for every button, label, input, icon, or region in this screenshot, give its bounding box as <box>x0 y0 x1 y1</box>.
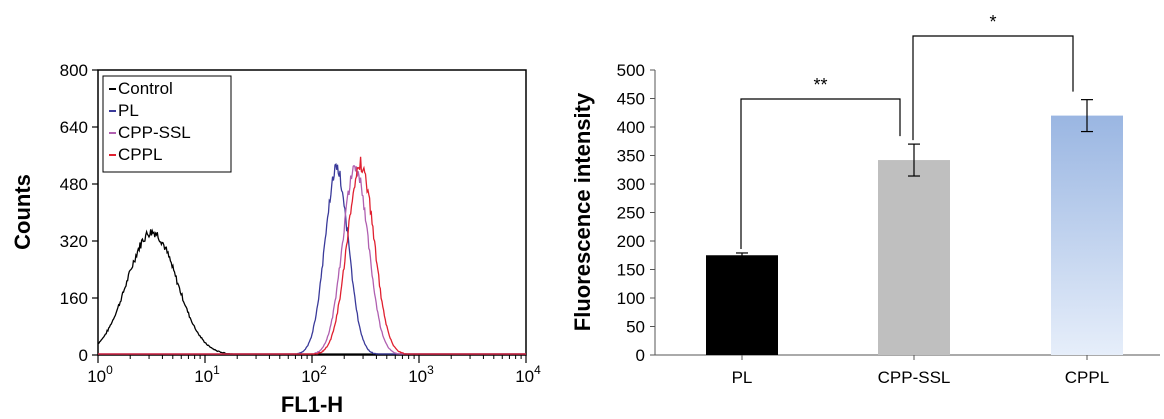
bar-y-tick-label: 400 <box>617 118 645 137</box>
bar-y-tick-label: 300 <box>617 175 645 194</box>
hist-y-tick-label: 160 <box>60 289 88 308</box>
hist-x-tick-base: 10 <box>515 367 534 386</box>
hist-y-axis-title: Counts <box>10 174 35 250</box>
bar-significance: *** <box>740 12 1074 249</box>
hist-y-tick-label: 0 <box>79 346 88 365</box>
bar-y-tick-label: 250 <box>617 204 645 223</box>
bar-y-tick-label: 500 <box>617 61 645 80</box>
bar-y-tick-label: 0 <box>636 346 645 365</box>
bar-cppl <box>1051 115 1123 355</box>
hist-curve-pl <box>98 162 526 355</box>
hist-x-tick-label: 100 <box>87 363 113 386</box>
hist-x-tick-label: 104 <box>515 363 541 386</box>
hist-x-tick-label: 103 <box>408 363 434 386</box>
bar-x-tick-label: PL <box>732 368 753 387</box>
hist-curves <box>97 156 526 355</box>
hist-legend: Control PL CPP-SSL CPPL <box>102 75 232 173</box>
hist-x-axis-title: FL1-H <box>281 392 343 417</box>
significance-label: ** <box>813 75 827 95</box>
hist-x-tick-exponent: 1 <box>213 363 220 377</box>
hist-x-tick-label: 102 <box>301 363 327 386</box>
hist-x-tick-base: 10 <box>301 367 320 386</box>
bar-y-tick-label: 100 <box>617 289 645 308</box>
hist-x-tick-label: 101 <box>194 363 220 386</box>
bar-chart: 0 50 100 150 200 250 300 350 400 450 500 PL CPP-SSL… <box>570 12 1160 387</box>
legend-label-cppl: CPPL <box>118 145 162 164</box>
bar-cpp-ssl <box>878 160 950 355</box>
bar-y-tick-label: 350 <box>617 147 645 166</box>
bar-y-tick-label: 150 <box>617 261 645 280</box>
hist-x-tick-base: 10 <box>408 367 427 386</box>
bar-x-tick-label: CPPL <box>1065 368 1109 387</box>
significance-bracket <box>912 35 1074 141</box>
legend-label-pl: PL <box>118 101 139 120</box>
hist-curve-cppl <box>98 156 526 355</box>
legend-label-control: Control <box>118 79 173 98</box>
bar-y-tick-label: 200 <box>617 232 645 251</box>
bar-y-ticks: 0 50 100 150 200 250 300 350 400 450 500 <box>617 61 655 365</box>
bar-bars: PL CPP-SSL CPPL <box>706 99 1123 387</box>
hist-y-ticks: 0 160 320 480 640 800 <box>60 61 98 365</box>
hist-y-tick-label: 320 <box>60 232 88 251</box>
hist-x-ticks: 100 101 102 103 104 <box>87 355 541 386</box>
hist-y-tick-label: 800 <box>60 61 88 80</box>
bar-pl <box>706 255 778 355</box>
significance-label: * <box>989 12 996 32</box>
bar-y-axis-title: Fluorescence intensity <box>570 92 595 331</box>
bar-x-tick-label: CPP-SSL <box>878 368 951 387</box>
hist-y-tick-label: 480 <box>60 175 88 194</box>
hist-x-tick-exponent: 3 <box>427 363 434 377</box>
bar-y-tick-label: 450 <box>617 90 645 109</box>
legend-label-cpp-ssl: CPP-SSL <box>118 123 191 142</box>
hist-x-tick-exponent: 4 <box>534 363 541 377</box>
hist-x-tick-exponent: 0 <box>106 363 113 377</box>
bar-y-tick-label: 50 <box>626 318 645 337</box>
hist-y-tick-label: 640 <box>60 118 88 137</box>
hist-x-tick-base: 10 <box>194 367 213 386</box>
hist-legend-box <box>102 75 232 173</box>
hist-x-tick-exponent: 2 <box>320 363 327 377</box>
hist-curve-cpp-ssl <box>98 164 526 355</box>
hist-x-tick-base: 10 <box>87 367 106 386</box>
significance-bracket <box>740 98 901 249</box>
